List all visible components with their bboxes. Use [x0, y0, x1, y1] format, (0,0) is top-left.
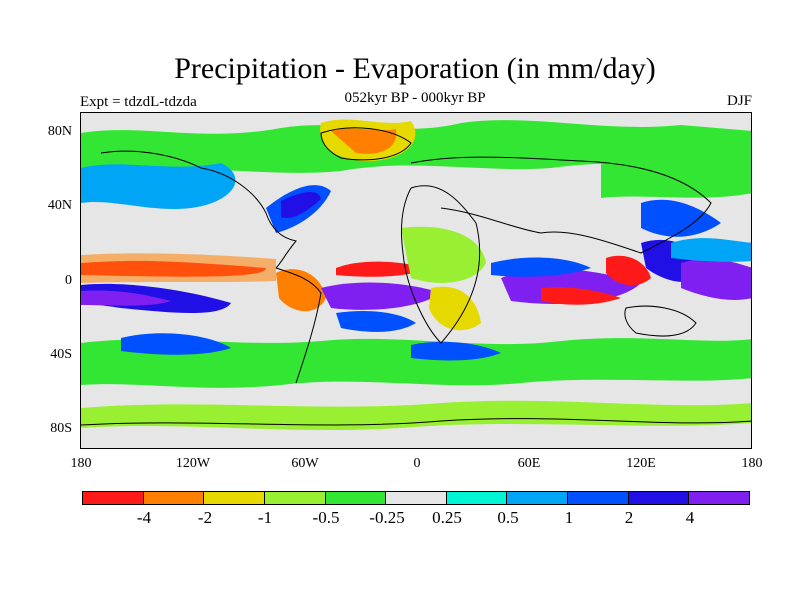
x-label-120e: 120E — [626, 456, 656, 471]
south-atlantic-southern-blue — [411, 341, 501, 361]
colorbar-cell — [386, 492, 447, 504]
precipitation-map — [80, 112, 752, 449]
australia-coast — [624, 305, 697, 337]
south-pacific-purple — [81, 290, 171, 306]
plot-title: Precipitation - Evaporation (in mm/day) — [174, 52, 656, 85]
maritime-continent-red — [606, 255, 651, 286]
greenland-orange-patch — [331, 128, 397, 154]
colorbar-cell — [143, 492, 205, 504]
arctic-green-band — [81, 120, 751, 173]
colorbar-label: 2 — [624, 508, 634, 527]
colorbar-cell — [507, 492, 569, 504]
colorbar-label: -0.25 — [369, 508, 405, 527]
antarctic-margin-green — [81, 400, 751, 431]
colorbar-cell — [83, 492, 144, 504]
colorbar-label: 4 — [685, 508, 695, 527]
map-svg — [81, 113, 751, 448]
nw-pacific-blue — [641, 199, 721, 237]
south-pacific-blue-patch — [121, 333, 231, 355]
x-label-120w: 120W — [175, 456, 211, 471]
colorbar — [82, 491, 750, 505]
nw-pacific-green — [601, 159, 751, 198]
x-label-60w: 60W — [291, 456, 319, 471]
west-pacific-blue — [671, 238, 751, 262]
x-label-0: 0 — [413, 456, 421, 471]
plot-subtitle: 052kyr BP - 000kyr BP — [344, 90, 486, 106]
eq-atlantic-red — [336, 261, 426, 277]
season-label: DJF — [726, 93, 752, 109]
south-america-coast — [275, 267, 322, 384]
eq-pacific-orange — [81, 253, 276, 283]
experiment-label: Expt = tdzdL-tdzda — [80, 94, 197, 110]
southern-africa-yellow — [429, 286, 481, 331]
colorbar-cell — [325, 492, 387, 504]
greenland-coast — [320, 127, 412, 161]
y-label-40s: 40S — [50, 347, 72, 362]
colorbar-label: -2 — [197, 508, 213, 527]
north-america-coast — [100, 150, 297, 269]
colorbar-label: -0.5 — [312, 508, 340, 527]
x-label-60e: 60E — [517, 456, 541, 471]
north-pacific-blue — [81, 163, 236, 210]
southern-ocean-green — [81, 338, 751, 388]
colorbar-label: 0.25 — [432, 508, 462, 527]
colorbar-cell — [264, 492, 326, 504]
y-label-80n: 80N — [47, 124, 72, 139]
y-label-40n: 40N — [47, 198, 72, 213]
colorbar-label: -1 — [257, 508, 273, 527]
colorbar-label: 1 — [564, 508, 574, 527]
north-atlantic-deep-blue — [281, 192, 321, 219]
colorbar-cell — [204, 492, 265, 504]
west-pacific-purple — [681, 258, 751, 300]
colorbar-label: -4 — [136, 508, 152, 527]
antarctica-coast — [81, 418, 751, 426]
colorbar-cell — [689, 492, 750, 504]
indian-ocean-blue — [491, 257, 591, 277]
coastlines — [81, 127, 751, 426]
africa-coast — [400, 185, 481, 344]
eurasia-coast — [410, 156, 712, 254]
africa-green — [401, 226, 486, 283]
colorbar-cell — [446, 492, 508, 504]
south-atlantic-blue — [336, 311, 416, 332]
colorbar-cell — [568, 492, 629, 504]
colorbar-label: 0.5 — [497, 508, 519, 527]
x-label-180w: 180 — [70, 456, 92, 471]
colorbar-cell — [628, 492, 690, 504]
indian-ocean-red — [541, 287, 621, 305]
amazon-orange — [276, 269, 326, 312]
y-label-0: 0 — [65, 273, 72, 288]
x-label-180e: 180 — [741, 456, 763, 471]
y-label-80s: 80S — [50, 421, 72, 436]
